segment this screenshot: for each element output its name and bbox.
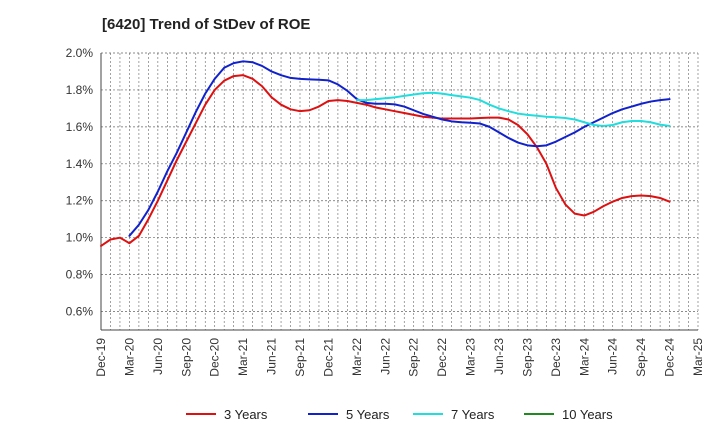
axes: [100, 53, 698, 331]
x-tick-label: Sep-22: [407, 338, 421, 377]
legend-label-5-years: 5 Years: [346, 407, 390, 422]
y-tick-label: 2.0%: [66, 46, 94, 60]
x-axis-ticks: Dec-19 Mar-20 Jun-20 Sep-20 Dec-20 Mar-21 Jun-…: [94, 338, 705, 377]
gridlines: [100, 52, 699, 330]
plot-area: [101, 53, 698, 330]
y-tick-label: 1.0%: [66, 231, 94, 245]
x-tick-label: Dec-24: [663, 338, 677, 377]
x-tick-label: Jun-21: [265, 338, 279, 375]
x-tick-label: Dec-21: [321, 338, 335, 377]
x-tick-label: Dec-19: [94, 338, 108, 377]
y-tick-label: 0.8%: [66, 268, 94, 282]
legend: 3 Years 5 Years 7 Years 10 Years: [186, 407, 613, 422]
x-tick-label: Sep-23: [520, 338, 534, 377]
legend-label-7-years: 7 Years: [451, 407, 495, 422]
x-tick-label: Mar-20: [122, 338, 136, 376]
x-tick-label: Jun-22: [378, 338, 392, 375]
x-tick-label: Mar-21: [236, 338, 250, 376]
y-axis-ticks: 2.0% 1.8% 1.6% 1.4% 1.2% 1.0% 0.8% 0.6%: [66, 46, 94, 319]
series-line-5-years: [128, 60, 671, 237]
x-tick-label: Mar-25: [691, 338, 705, 376]
legend-label-10-years: 10 Years: [562, 407, 613, 422]
y-tick-label: 1.2%: [66, 194, 94, 208]
x-tick-label: Dec-20: [208, 338, 222, 377]
series-line-7-years: [355, 91, 671, 127]
x-tick-label: Jun-24: [606, 338, 620, 375]
x-tick-label: Sep-21: [293, 338, 307, 377]
x-tick-label: Mar-24: [577, 338, 591, 376]
x-tick-label: Sep-24: [634, 338, 648, 377]
y-tick-label: 1.4%: [66, 157, 94, 171]
y-tick-label: 1.6%: [66, 120, 94, 134]
series-line-3-years: [100, 74, 671, 247]
x-tick-label: Jun-23: [492, 338, 506, 375]
x-tick-label: Mar-22: [350, 338, 364, 376]
x-tick-label: Jun-20: [151, 338, 165, 375]
x-tick-label: Dec-23: [549, 338, 563, 377]
x-tick-label: Dec-22: [435, 338, 449, 377]
legend-label-3-years: 3 Years: [224, 407, 268, 422]
x-tick-label: Sep-20: [179, 338, 193, 377]
chart-title: [6420] Trend of StDev of ROE: [102, 16, 311, 33]
y-tick-label: 0.6%: [66, 305, 94, 319]
y-tick-label: 1.8%: [66, 83, 94, 97]
x-tick-label: Mar-23: [464, 338, 478, 376]
series-lines: [100, 60, 671, 247]
